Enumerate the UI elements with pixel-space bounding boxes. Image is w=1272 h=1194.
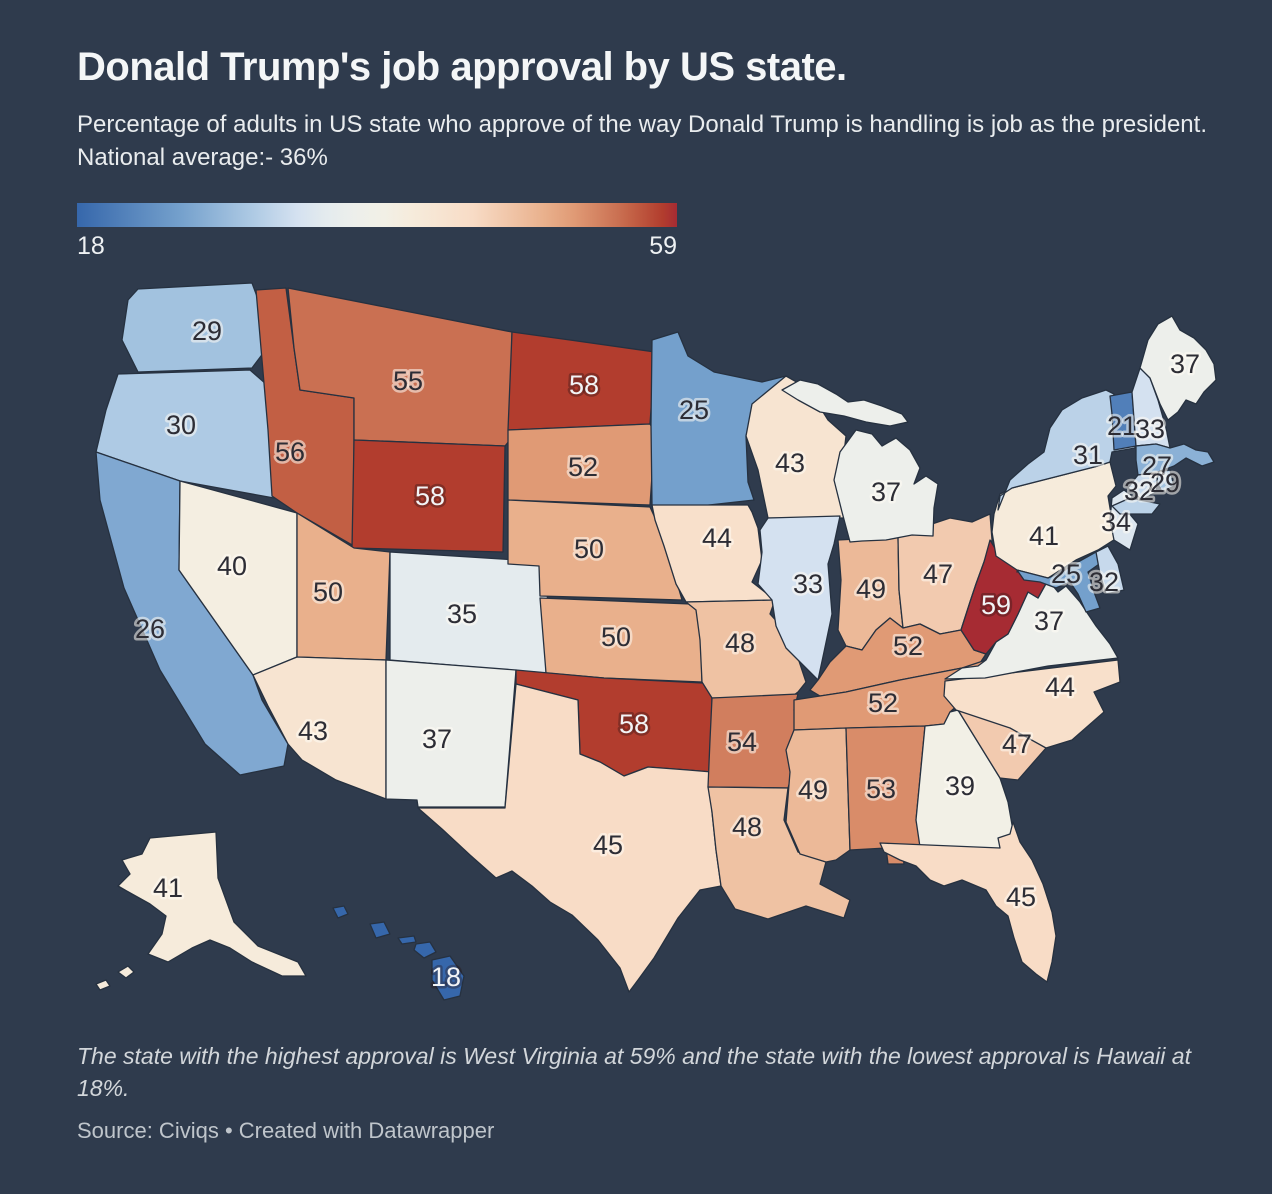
state-AK[interactable]	[117, 965, 135, 979]
state-NY-value-label: 31	[1073, 440, 1103, 470]
state-ME-value-label: 37	[1170, 349, 1200, 379]
state-MD-value-label: 25	[1051, 559, 1081, 589]
state-MT-value-label: 55	[393, 366, 423, 396]
state-NE[interactable]	[507, 499, 683, 601]
state-DE[interactable]	[1095, 545, 1125, 595]
state-HI[interactable]	[332, 905, 349, 919]
state-MA-value-label: 27	[1142, 451, 1172, 481]
state-WY-value-label: 58	[415, 481, 445, 511]
state-CA-value-label: 26	[135, 614, 165, 644]
state-MI[interactable]	[833, 429, 939, 543]
state-MI[interactable]	[781, 379, 909, 427]
state-ME[interactable]	[1139, 315, 1217, 421]
state-NJ-value-label: 34	[1101, 507, 1131, 537]
state-TX[interactable]	[417, 683, 722, 993]
state-AK[interactable]	[95, 979, 111, 991]
state-WI-value-label: 43	[775, 448, 805, 478]
state-MS-value-label: 49	[798, 775, 828, 805]
state-DE-value-label: 32	[1089, 567, 1119, 597]
state-WV-value-label: 59	[981, 590, 1011, 620]
state-MD[interactable]	[1016, 551, 1103, 613]
state-IN-value-label: 49	[856, 574, 886, 604]
state-LA[interactable]	[707, 786, 851, 920]
state-AL-value-label: 53	[866, 774, 896, 804]
state-SC-value-label: 47	[1002, 729, 1032, 759]
state-VT-value-label: 21	[1107, 411, 1137, 441]
page-title: Donald Trump's job approval by US state.	[77, 45, 847, 89]
state-IL[interactable]	[757, 515, 841, 681]
state-AR-value-label: 54	[727, 727, 757, 757]
state-GA[interactable]	[915, 709, 1015, 851]
state-GA-value-label: 39	[945, 771, 975, 801]
state-NE-value-label: 50	[574, 534, 604, 564]
state-UT-value-label: 50	[313, 577, 343, 607]
chart-footnote: The state with the highest approval is W…	[77, 1043, 1191, 1102]
state-IA-value-label: 44	[702, 523, 732, 553]
legend-min-label: 18	[77, 232, 105, 260]
state-PA-value-label: 41	[1029, 521, 1059, 551]
legend-gradient-bar	[77, 203, 677, 227]
state-IL-value-label: 33	[793, 569, 823, 599]
state-NC[interactable]	[943, 659, 1121, 749]
state-NY[interactable]	[1111, 497, 1161, 515]
state-KS-value-label: 50	[601, 622, 631, 652]
state-AK[interactable]	[117, 831, 307, 977]
state-HI[interactable]	[369, 921, 391, 939]
state-AK-value-label: 41	[153, 873, 183, 903]
state-HI[interactable]	[431, 955, 465, 1001]
state-CO-value-label: 35	[447, 599, 477, 629]
state-WA-value-label: 29	[192, 316, 222, 346]
state-TX-value-label: 45	[593, 830, 623, 860]
state-NH-value-label: 33	[1135, 414, 1165, 444]
state-OH-value-label: 47	[923, 559, 953, 589]
state-MI-value-label: 37	[871, 477, 901, 507]
state-CT-value-label: 32	[1124, 476, 1154, 506]
state-HI[interactable]	[413, 941, 437, 959]
state-OK-value-label: 58	[619, 709, 649, 739]
state-AZ-value-label: 43	[298, 716, 328, 746]
state-WY[interactable]	[351, 439, 506, 553]
state-NM-value-label: 37	[422, 724, 452, 754]
state-MN-value-label: 25	[679, 395, 709, 425]
state-HI-value-label: 18	[431, 962, 461, 992]
state-UT[interactable]	[296, 512, 391, 661]
state-WV[interactable]	[960, 537, 1049, 655]
state-LA-value-label: 48	[732, 812, 762, 842]
state-RI-value-label: 29	[1150, 468, 1180, 498]
state-TN-value-label: 52	[868, 688, 898, 718]
state-KY-value-label: 52	[893, 631, 923, 661]
state-OR-value-label: 30	[166, 410, 196, 440]
state-FL[interactable]	[879, 821, 1057, 983]
state-FL-value-label: 45	[1006, 882, 1036, 912]
color-legend: 18 59	[77, 203, 677, 261]
state-VT[interactable]	[1109, 391, 1137, 451]
state-VA-value-label: 37	[1034, 606, 1064, 636]
state-HI[interactable]	[397, 935, 417, 945]
chart-subtitle: Percentage of adults in US state who app…	[77, 111, 1207, 172]
state-NV-value-label: 40	[217, 551, 247, 581]
state-NC-value-label: 44	[1045, 672, 1075, 702]
state-MO-value-label: 48	[725, 628, 755, 658]
legend-max-label: 59	[649, 232, 677, 260]
state-ID-value-label: 56	[275, 437, 305, 467]
state-ND-value-label: 58	[569, 370, 599, 400]
state-SD-value-label: 52	[568, 452, 598, 482]
source-line: Source: Civiqs • Created with Datawrappe…	[77, 1118, 495, 1143]
state-RI[interactable]	[1156, 469, 1175, 493]
